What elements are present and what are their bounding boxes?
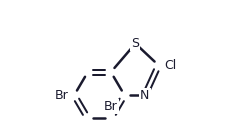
Text: N: N	[140, 89, 149, 102]
Text: Br: Br	[55, 89, 68, 102]
Text: Cl: Cl	[163, 59, 175, 72]
Text: S: S	[131, 37, 139, 50]
Text: Br: Br	[104, 100, 117, 113]
